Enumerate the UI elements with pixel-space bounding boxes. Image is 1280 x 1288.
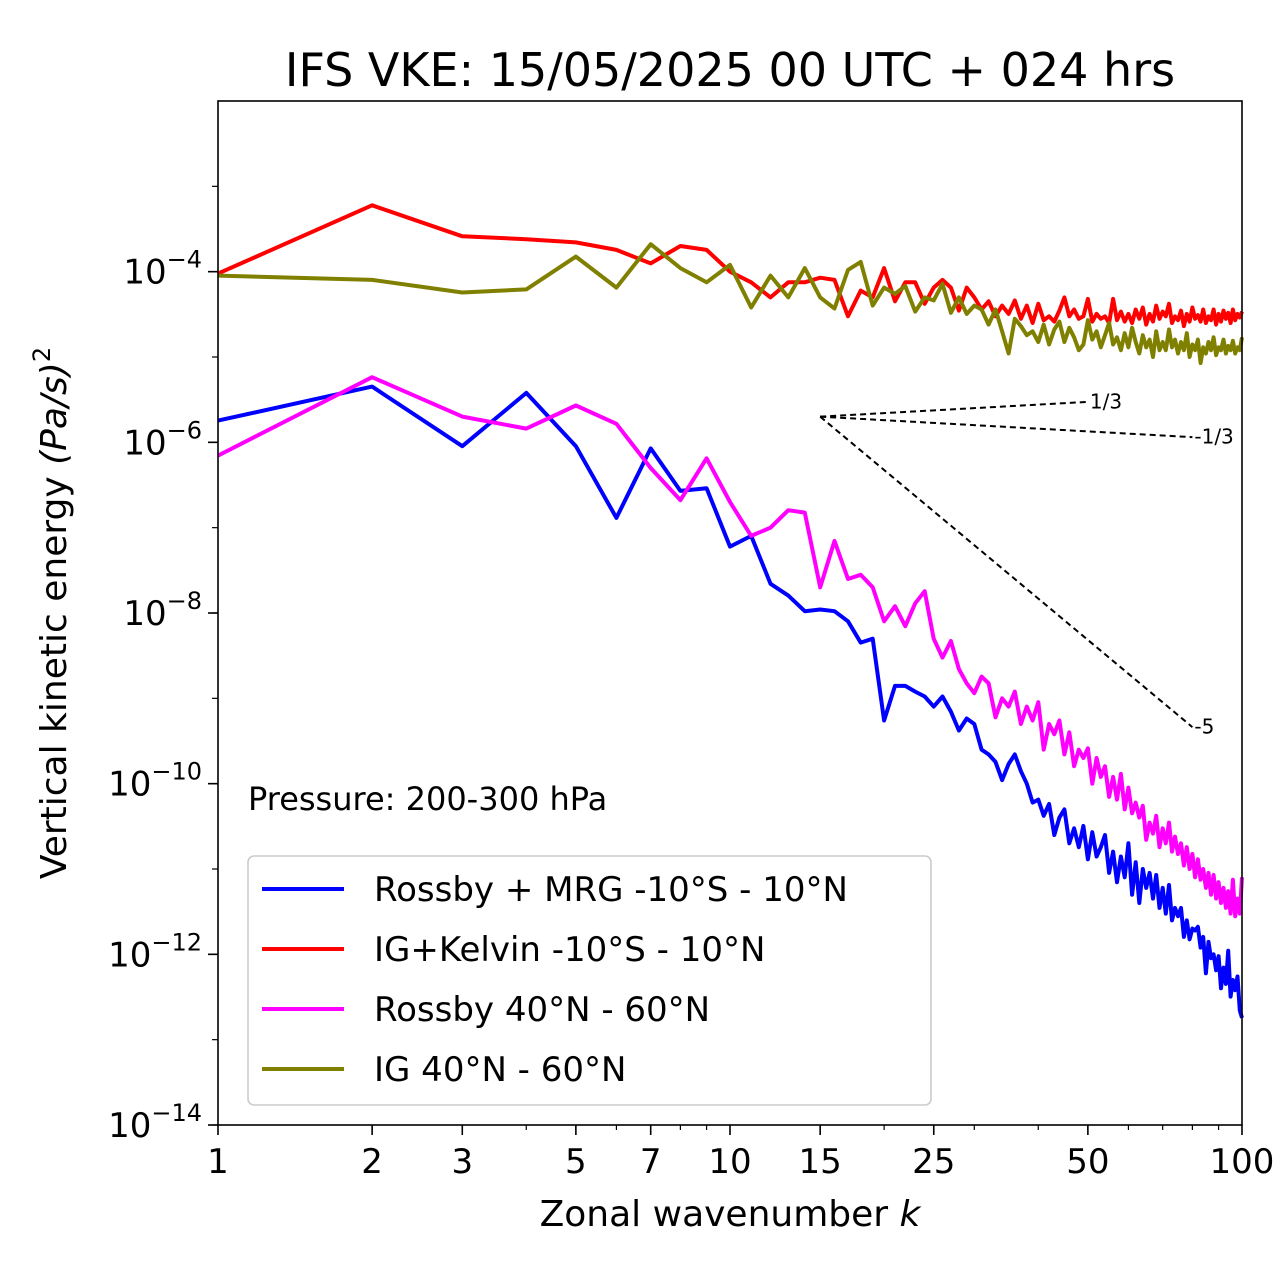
y-axis-label-units: (Pa/s) — [34, 362, 75, 465]
series-line-2 — [217, 203, 1244, 329]
x-tick-label: 5 — [565, 1142, 587, 1182]
y-axis-label-exp: 2 — [28, 347, 56, 362]
series-line-3 — [217, 375, 1244, 919]
y-tick-base: 10 — [108, 1106, 151, 1146]
x-tick-label: 100 — [1210, 1142, 1275, 1182]
x-tick-label: 3 — [451, 1142, 473, 1182]
series-line-4 — [217, 242, 1244, 365]
y-tick-exp: −14 — [151, 1099, 202, 1127]
y-tick-base: 10 — [108, 935, 151, 975]
y-tick-label: 10−10 — [108, 758, 202, 805]
chart-title: IFS VKE: 15/05/2025 00 UTC + 024 hrs — [285, 43, 1175, 97]
reference-slopes: 1/3 -1/3 -5 — [819, 389, 1234, 739]
legend-label-4: IG 40°N - 60°N — [374, 1050, 626, 1090]
slope-label-3: -5 — [1194, 715, 1214, 739]
slope-line-3 — [819, 415, 1194, 728]
y-tick-exp: −8 — [167, 587, 202, 615]
legend: Rossby + MRG -10°S - 10°N IG+Kelvin -10°S… — [247, 855, 932, 1106]
slope-label-2: -1/3 — [1194, 425, 1233, 449]
y-tick-label: 10−12 — [108, 928, 202, 975]
legend-label-3: Rossby 40°N - 60°N — [374, 990, 710, 1030]
x-axis-ticks: 1 2 3 5 7 10 15 25 50 100 — [207, 1125, 1274, 1182]
y-tick-base: 10 — [123, 253, 166, 293]
x-tick-label: 10 — [708, 1142, 751, 1182]
y-tick-exp: −4 — [167, 246, 202, 274]
x-axis-label: Zonal wavenumber k — [540, 1194, 923, 1235]
y-tick-exp: −10 — [151, 758, 202, 786]
y-tick-label: 10−6 — [123, 416, 202, 463]
x-tick-label: 25 — [912, 1142, 955, 1182]
x-tick-label: 2 — [361, 1142, 383, 1182]
series-layer — [217, 203, 1244, 1019]
y-tick-base: 10 — [123, 594, 166, 634]
y-tick-exp: −12 — [151, 928, 202, 956]
x-axis-label-var: k — [900, 1194, 923, 1235]
legend-label-2: IG+Kelvin -10°S - 10°N — [374, 930, 765, 970]
y-tick-base: 10 — [123, 423, 166, 463]
pressure-annotation: Pressure: 200-300 hPa — [248, 780, 607, 818]
y-axis-label-text: Vertical kinetic energy — [34, 476, 75, 879]
slope-label-1: 1/3 — [1090, 389, 1122, 413]
y-tick-base: 10 — [108, 765, 151, 805]
y-axis-label: Vertical kinetic energy (Pa/s)2 — [28, 347, 75, 879]
x-tick-label: 50 — [1066, 1142, 1109, 1182]
y-tick-label: 10−4 — [123, 246, 202, 293]
slope-line-2 — [820, 415, 1193, 439]
y-tick-label: 10−14 — [108, 1099, 202, 1146]
x-tick-label: 15 — [799, 1142, 842, 1182]
x-axis-label-text: Zonal wavenumber — [540, 1194, 889, 1235]
x-tick-label: 1 — [207, 1142, 229, 1182]
x-tick-label: 7 — [640, 1142, 662, 1182]
y-tick-label: 10−8 — [123, 587, 202, 634]
y-tick-exp: −6 — [167, 416, 202, 444]
legend-label-1: Rossby + MRG -10°S - 10°N — [374, 870, 848, 910]
legend-items: Rossby + MRG -10°S - 10°N IG+Kelvin -10°S… — [262, 870, 848, 1090]
legend-box — [247, 855, 932, 1106]
slope-line-1 — [820, 400, 1088, 418]
series-line-1 — [217, 384, 1244, 1019]
